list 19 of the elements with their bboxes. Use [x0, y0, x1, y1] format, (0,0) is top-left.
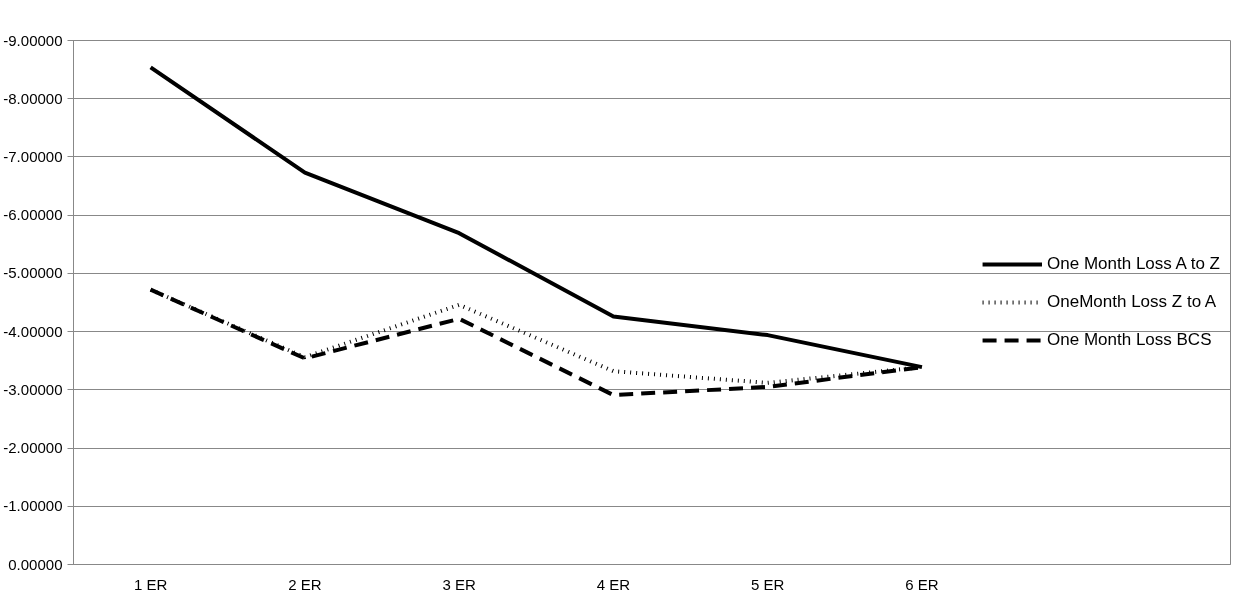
legend-label: One Month Loss A to Z: [1047, 254, 1220, 274]
y-tick-label: -8.00000: [3, 89, 63, 107]
legend-label: OneMonth Loss Z to A: [1047, 292, 1217, 312]
x-tick-label: 4 ER: [596, 575, 631, 593]
y-tick-label: -3.00000: [3, 380, 63, 398]
y-tick-label: -4.00000: [3, 322, 63, 340]
y-tick-label: 0.00000: [8, 555, 63, 573]
y-tick-label: -5.00000: [3, 264, 63, 282]
x-tick-label: 5 ER: [751, 575, 785, 593]
x-tick-label: 3 ER: [442, 575, 477, 593]
y-tick-label: -7.00000: [3, 147, 63, 165]
legend-label: One Month Loss BCS: [1047, 330, 1212, 350]
y-tick-label: -9.00000: [3, 31, 63, 49]
y-tick-label: -1.00000: [3, 497, 63, 515]
y-tick-label: -2.00000: [3, 439, 63, 457]
x-tick-label: 2 ER: [288, 575, 322, 593]
y-tick-label: -6.00000: [3, 206, 63, 224]
x-tick-label: 1 ER: [133, 575, 168, 593]
x-tick-label: 6 ER: [905, 575, 939, 593]
